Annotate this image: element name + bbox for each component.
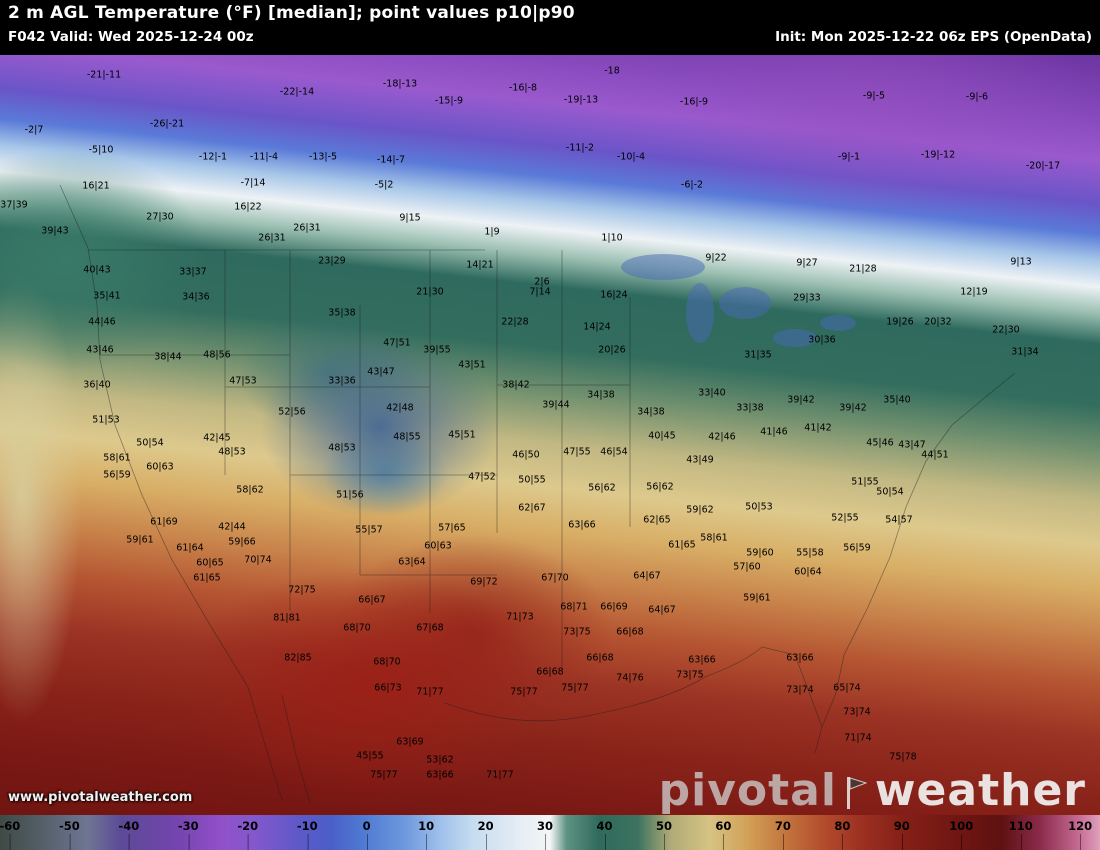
east-coastline: [843, 372, 1016, 656]
init-time-label: Init: Mon 2025-12-22 06z EPS (OpenData): [775, 29, 1092, 45]
colorbar-tick-label: 70: [774, 819, 791, 850]
florida-coastline: [761, 646, 845, 754]
flag-icon: [845, 771, 868, 815]
colorbar-gradient: [0, 815, 1100, 850]
weather-map: www.pivotalweather.com pivotal weather: [0, 55, 1100, 815]
west-coastline: [59, 184, 283, 801]
colorbar-tick-label: -50: [58, 819, 80, 850]
temperature-colorbar: -60 -50 -40 -30 -20 -10 0 10 20 30 40 50 60 70 80 90 100…: [0, 815, 1100, 850]
state-borders-vertical: [224, 250, 631, 667]
colorbar-tick-label: -30: [177, 819, 199, 850]
map-borders-overlay: [59, 184, 1016, 804]
colorbar-tick-label: 30: [537, 819, 554, 850]
logo-word-weather: weather: [874, 764, 1086, 815]
colorbar-tick-label: 110: [1008, 819, 1033, 850]
baja-coastline: [281, 694, 311, 804]
colorbar-tick-label: -40: [118, 819, 140, 850]
map-title: 2 m AGL Temperature (°F) [median]; point…: [8, 3, 575, 23]
colorbar-tick-label: -10: [296, 819, 318, 850]
lake-huron: [719, 287, 771, 319]
pivotal-weather-logo: pivotal weather: [658, 764, 1086, 815]
colorbar-tick-label: -20: [237, 819, 259, 850]
lake-ontario: [820, 315, 856, 331]
colorbar-tick-label: 40: [596, 819, 613, 850]
title-bar: 2 m AGL Temperature (°F) [median]; point…: [0, 0, 1100, 55]
colorbar-tick-label: 90: [893, 819, 910, 850]
colorbar-tick-label: 50: [655, 819, 672, 850]
colorbar-ticks: -60 -50 -40 -30 -20 -10 0 10 20 30 40 50 60 70 80 90 100…: [0, 815, 1100, 850]
watermark-url: www.pivotalweather.com: [8, 790, 193, 805]
lake-erie: [773, 329, 817, 347]
temperature-fill: [0, 55, 1100, 815]
logo-word-pivotal: pivotal: [658, 764, 837, 815]
colorbar-tick-label: 10: [418, 819, 435, 850]
gulf-coastline: [444, 646, 763, 722]
state-borders-horizontal: [100, 354, 630, 576]
colorbar-tick-label: -60: [0, 819, 21, 850]
valid-time-label: F042 Valid: Wed 2025-12-24 00z: [8, 29, 254, 45]
colorbar-tick-label: 100: [949, 819, 974, 850]
colorbar-tick-label: 20: [477, 819, 494, 850]
colorbar-tick-label: 0: [362, 819, 371, 850]
lake-superior: [621, 254, 705, 280]
colorbar-tick-label: 60: [715, 819, 732, 850]
colorbar-tick-label: 120: [1068, 819, 1093, 850]
colorbar-tick-label: 80: [834, 819, 851, 850]
lake-michigan: [686, 283, 714, 343]
